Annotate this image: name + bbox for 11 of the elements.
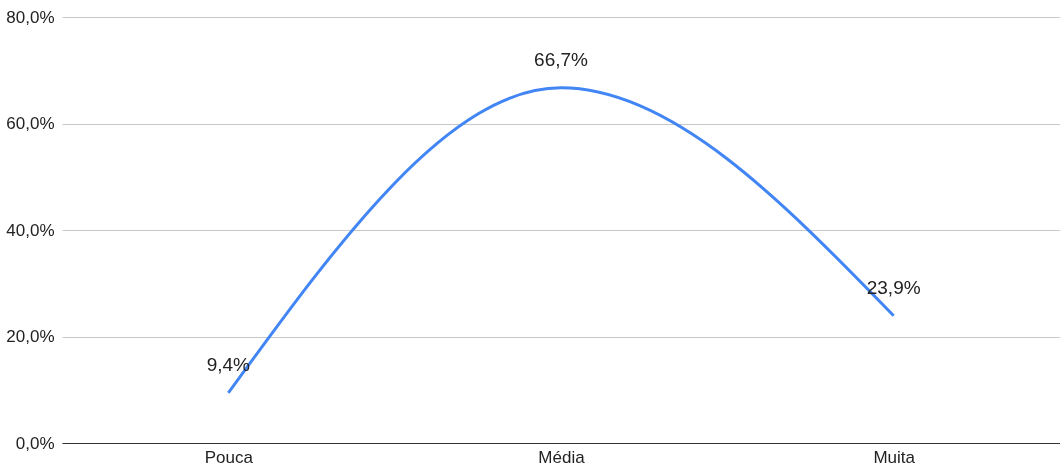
y-tick-label: 0,0% [15, 433, 55, 453]
data-label: 9,4% [206, 353, 251, 375]
data-label: 66,7% [534, 48, 589, 70]
y-tick-label: 20,0% [6, 327, 55, 346]
y-tick-label: 80,0% [6, 7, 55, 27]
data-label: 23,9% [866, 276, 921, 298]
x-tick-label: Pouca [204, 447, 254, 467]
y-tick-label: 60,0% [6, 114, 55, 133]
y-tick-label: 40,0% [6, 220, 55, 240]
x-tick-label: Média [538, 447, 586, 467]
x-tick-label: Muita [873, 447, 916, 467]
